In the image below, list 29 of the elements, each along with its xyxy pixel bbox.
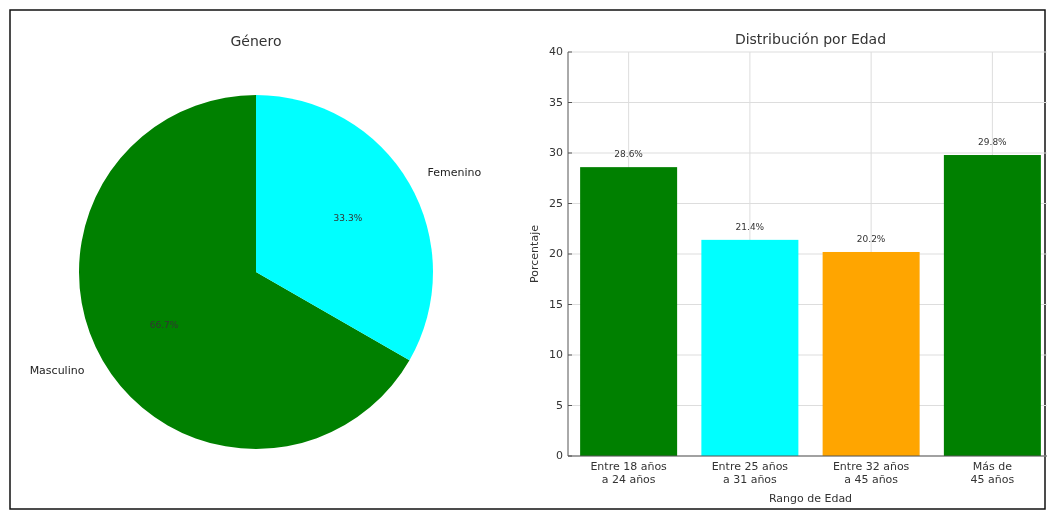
slice-label: Masculino — [29, 364, 85, 378]
y-tick-label: 20 — [549, 247, 563, 260]
data-label: 66.7% — [149, 319, 179, 330]
data-label: 28.6% — [614, 149, 644, 160]
chart-title: Género — [230, 33, 282, 49]
y-tick-label: 30 — [549, 146, 563, 159]
data-label: 29.8% — [978, 137, 1008, 148]
bar — [822, 251, 920, 456]
y-tick-label: 10 — [549, 348, 563, 361]
x-tick-label: Entre 25 años a 31 años — [711, 460, 789, 486]
y-tick-label: 0 — [556, 449, 563, 462]
data-label: 20.2% — [856, 233, 886, 244]
y-axis-title: Porcentaje — [528, 224, 541, 283]
x-tick-label: Entre 32 años a 45 años — [832, 460, 910, 486]
bar — [580, 167, 678, 456]
data-label: 33.3% — [333, 213, 363, 224]
y-tick-label: 15 — [549, 297, 563, 311]
x-tick-label: Más de 45 años — [970, 460, 1015, 486]
y-tick-label: 35 — [549, 95, 563, 109]
data-label: 21.4% — [735, 221, 765, 232]
y-tick-label: 25 — [549, 196, 563, 210]
slice-label: Femenino — [427, 165, 482, 179]
bar — [943, 155, 1041, 456]
y-tick-label: 40 — [549, 45, 563, 58]
bar — [701, 239, 799, 456]
x-axis-title: Rango de Edad — [768, 492, 853, 505]
y-tick-label: 5 — [556, 398, 563, 412]
chart-title: Distribución por Edad — [734, 31, 887, 47]
x-tick-label: Entre 18 años a 24 años — [590, 460, 668, 486]
